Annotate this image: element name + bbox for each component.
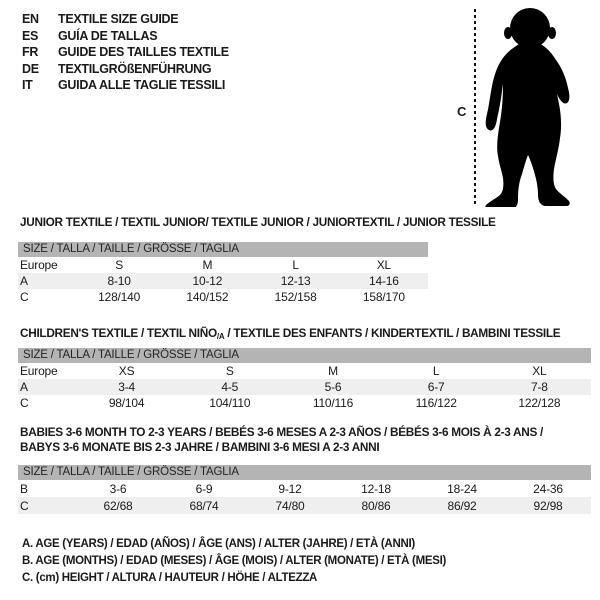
language-label: TEXTILGRÖßENFÜHRUNG (58, 61, 212, 76)
row-label-cell: Europe (20, 364, 58, 378)
value-cell: 18-24 (447, 481, 477, 496)
value-cell: M (202, 258, 213, 272)
babies-size-bar: SIZE / TALLA / TAILLE / GRÖSSE / TAGLIA (18, 465, 591, 480)
value-cell: XL (532, 364, 547, 378)
value-cell: 12-13 (280, 274, 311, 288)
language-label: GUIDA ALLE TAGLIE TESSILI (58, 78, 226, 92)
language-row-fr: FR GUIDE DES TAILLES TEXTILE (22, 44, 229, 61)
value-cell: 14-16 (369, 274, 399, 288)
value-cell: 6-7 (427, 380, 445, 394)
value-cell: 116/122 (415, 396, 457, 410)
value-cell: 92/98 (533, 498, 563, 513)
value-cell: 128/140 (98, 290, 141, 304)
children-size-bar: SIZE / TALLA / TAILLE / GRÖSSE / TAGLIA (18, 348, 591, 363)
language-row-de: DE TEXTILGRÖßENFÜHRUNG (22, 61, 229, 78)
language-code: DE (22, 61, 39, 76)
table-row: Europe XS S M L XL (18, 363, 591, 379)
language-code: ES (22, 28, 39, 43)
language-code: IT (22, 78, 33, 92)
value-cell: M (328, 364, 338, 378)
table-row: C 128/140 140/152 152/158 158/170 (18, 289, 428, 305)
value-cell: S (115, 258, 124, 272)
table-row: C 62/68 68/74 74/80 80/86 86/92 92/98 (18, 497, 591, 514)
value-cell: 3-4 (118, 380, 135, 394)
value-cell: 12-18 (361, 481, 391, 496)
babies-title-line1: BABIES 3-6 MONTH TO 2-3 YEARS / BEBÉS 3-… (20, 425, 544, 439)
value-cell: 74/80 (275, 498, 305, 513)
row-label-cell: C (20, 498, 29, 513)
table-row: C 98/104 104/110 110/116 116/122 122/128 (18, 395, 591, 411)
table-row: B 3-6 6-9 9-12 12-18 18-24 24-36 (18, 480, 591, 497)
footnote-a: A. AGE (YEARS) / EDAD (AÑOS) / ÂGE (ANS)… (22, 538, 415, 550)
value-cell: 10-12 (192, 274, 223, 288)
junior-section-title: JUNIOR TEXTILE / TEXTIL JUNIOR/ TEXTILE … (20, 215, 496, 229)
language-code: EN (22, 12, 39, 26)
footnote-c: C. (cm) HEIGHT / ALTURA / HAUTEUR / HÖHE… (22, 572, 318, 585)
children-section-title: CHILDREN'S TEXTILE / TEXTIL NIÑO/A / TEX… (20, 326, 561, 344)
value-cell: 98/104 (108, 396, 145, 410)
value-cell: 9-12 (278, 481, 302, 496)
table-row: Europe S M L XL (18, 257, 428, 273)
language-label: GUÍA DE TALLAS (58, 28, 158, 43)
value-cell: 62/68 (103, 498, 133, 513)
value-cell: 4-5 (221, 380, 239, 394)
height-measure-label: C (457, 104, 467, 119)
value-cell: XL (376, 258, 392, 272)
babies-section-title: BABIES 3-6 MONTH TO 2-3 YEARS / BEBÉS 3-… (20, 425, 543, 455)
baby-silhouette-icon (485, 8, 570, 207)
height-measure-dashed-line (474, 9, 476, 207)
children-title-part: / TEXTILE DES ENFANTS / KINDERTEXTIL / B… (224, 326, 561, 340)
language-code: FR (22, 45, 39, 59)
value-cell: 7-8 (531, 380, 548, 394)
junior-size-table: Europe S M L XL A 8-10 10-12 12-13 14-16 C 128/140 1… (18, 257, 428, 305)
value-cell: 68/74 (189, 498, 219, 513)
row-label-cell: Europe (20, 258, 58, 272)
value-cell: 86/92 (447, 498, 477, 513)
language-label: GUIDE DES TAILLES TEXTILE (58, 45, 229, 59)
value-cell: L (432, 364, 440, 378)
value-cell: 8-10 (107, 274, 131, 288)
language-row-it: IT GUIDA ALLE TAGLIE TESSILI (22, 77, 229, 94)
value-cell: 140/152 (186, 290, 229, 304)
table-row: A 8-10 10-12 12-13 14-16 (18, 273, 428, 289)
row-label-cell: A (20, 274, 28, 288)
value-cell: L (292, 258, 299, 272)
value-cell: 152/158 (274, 290, 317, 304)
value-cell: 5-6 (324, 380, 342, 394)
table-row: A 3-4 4-5 5-6 6-7 7-8 (18, 379, 591, 395)
value-cell: 80/86 (361, 498, 391, 513)
children-title-subscript: /A (216, 332, 225, 341)
value-cell: 158/170 (362, 290, 405, 304)
row-label-cell: C (20, 396, 29, 410)
babies-title-line2: BABYS 3-6 MONATE BIS 2-3 JAHRE / BAMBINI… (20, 440, 380, 454)
value-cell: 6-9 (195, 481, 213, 496)
value-cell: 110/116 (312, 396, 354, 410)
footnote-b: B. AGE (MONTHS) / EDAD (MESES) / ÂGE (MO… (22, 555, 447, 568)
language-label: TEXTILE SIZE GUIDE (58, 12, 179, 26)
children-title-part: CHILDREN'S TEXTILE / TEXTIL NIÑO (20, 326, 217, 340)
value-cell: 24-36 (533, 481, 563, 496)
junior-size-bar: SIZE / TALLA / TAILLE / GRÖSSE / TAGLIA (18, 242, 428, 257)
legend-footnotes: A. AGE (YEARS) / EDAD (AÑOS) / ÂGE (ANS)… (22, 536, 446, 588)
row-label-cell: C (20, 290, 29, 304)
language-row-en: EN TEXTILE SIZE GUIDE (22, 11, 229, 28)
row-label-cell: A (20, 380, 28, 394)
value-cell: S (225, 364, 234, 378)
value-cell: XS (118, 364, 135, 378)
children-size-table: Europe XS S M L XL A 3-4 4-5 5-6 6-7 7-8 C 98/104 104/… (18, 363, 591, 411)
value-cell: 3-6 (109, 481, 127, 496)
row-label-cell: B (20, 481, 28, 496)
value-cell: 104/110 (209, 396, 251, 410)
babies-size-table: B 3-6 6-9 9-12 12-18 18-24 24-36 C 62/68 68/74 74/… (18, 480, 591, 514)
value-cell: 122/128 (518, 396, 561, 410)
language-list: EN TEXTILE SIZE GUIDE ES GUÍA DE TALLAS … (22, 11, 229, 94)
language-row-es: ES GUÍA DE TALLAS (22, 28, 229, 45)
